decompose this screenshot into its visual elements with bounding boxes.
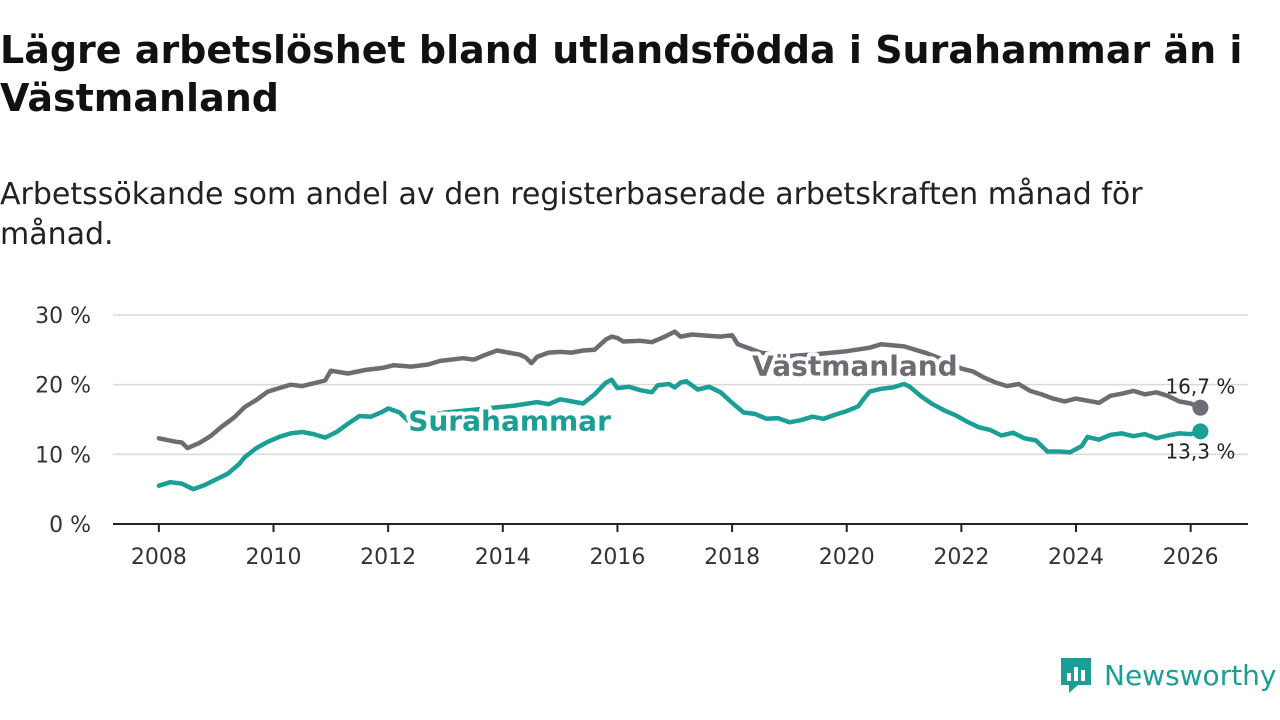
x-tick-label: 2020 [819, 545, 875, 570]
x-tick-label: 2008 [131, 545, 187, 570]
chart-subtitle: Arbetssökande som andel av den registerb… [0, 177, 1143, 252]
x-tick-label: 2010 [246, 545, 302, 570]
series-name-label-västmanland: Västmanland [752, 350, 958, 383]
series-end-label-västmanland: 16,7 % [1165, 375, 1235, 399]
line-chart: 0 % 10 % 20 % 30 % 2008 2010 2012 2014 2016 2018… [35, 304, 1248, 570]
y-axis-ticks: 0 % 10 % 20 % 30 % [35, 304, 91, 538]
x-tick-label: 2016 [589, 545, 645, 570]
series-line-surahammar [156, 377, 1203, 492]
y-tick-label: 10 % [35, 443, 91, 468]
series-name-label-surahammar: Surahammar [408, 405, 611, 438]
y-tick-label: 0 % [49, 513, 91, 538]
series-end-point-västmanland [1192, 399, 1209, 416]
x-tick-label: 2018 [704, 545, 760, 570]
x-tick-label: 2026 [1163, 545, 1219, 570]
x-tick-label: 2022 [933, 545, 989, 570]
x-tick-label: 2024 [1048, 545, 1104, 570]
x-axis-ticks: 2008 2010 2012 2014 2016 2018 2020 2022 2024 2026 [131, 524, 1219, 570]
y-tick-label: 20 % [35, 374, 91, 399]
series-lines [156, 329, 1209, 492]
newsworthy-logo-icon [1061, 658, 1091, 693]
x-tick-label: 2014 [475, 545, 531, 570]
x-tick-label: 2012 [360, 545, 416, 570]
brand-logo: Newsworthy [1058, 654, 1277, 696]
series-labels: 16,7 % 13,3 % Västmanland Surahammar [404, 346, 1235, 464]
brand-name: Newsworthy [1104, 658, 1277, 692]
series-line-västmanland [156, 329, 1203, 451]
gridlines [113, 314, 1248, 525]
series-end-label-surahammar: 13,3 % [1165, 439, 1235, 463]
series-end-point-surahammar [1192, 423, 1209, 440]
y-tick-label: 30 % [35, 304, 91, 329]
chart-title: Lägre arbetslöshet bland utlandsfödda i … [0, 28, 1243, 120]
